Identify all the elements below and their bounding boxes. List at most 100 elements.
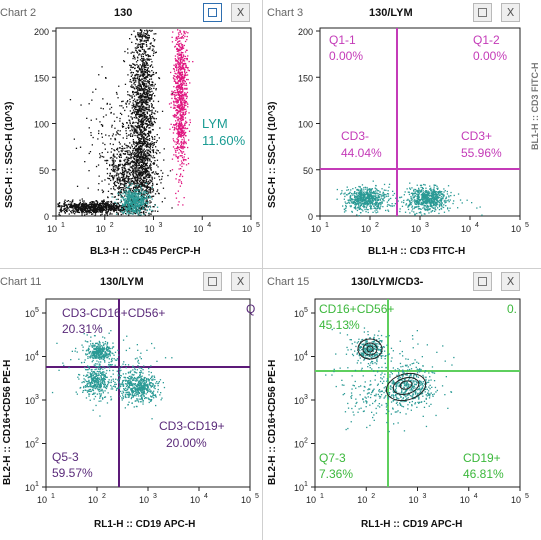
event-dot: [142, 182, 144, 184]
event-dot: [147, 101, 149, 104]
event-dot: [110, 138, 112, 140]
event-dot: [118, 155, 120, 157]
event-dot: [154, 110, 157, 112]
event-dot: [113, 161, 115, 163]
event-dot: [142, 35, 144, 38]
event-dot: [112, 133, 114, 135]
event-dot: [176, 113, 178, 115]
event-dot: [87, 209, 89, 211]
event-dot: [139, 183, 141, 186]
event-dot: [178, 110, 180, 112]
event-dot: [133, 194, 136, 196]
event-dot: [180, 131, 182, 133]
event-dot: [366, 191, 368, 194]
event-dot: [142, 137, 144, 139]
event-dot: [141, 78, 143, 80]
close-button[interactable]: X: [501, 3, 520, 22]
event-dot: [144, 91, 146, 93]
event-dot: [71, 201, 73, 203]
event-dot: [373, 193, 375, 195]
event-dot: [177, 94, 179, 96]
event-dot: [184, 73, 186, 75]
event-dot: [151, 176, 153, 178]
event-dot: [143, 184, 145, 186]
event-dot: [182, 126, 185, 128]
event-dot: [141, 156, 143, 159]
event-dot: [175, 66, 177, 68]
event-dot: [136, 125, 138, 127]
event-dot: [184, 35, 186, 38]
event-dot: [133, 95, 136, 97]
event-dot: [344, 195, 346, 198]
event-dot: [135, 195, 138, 198]
event-dot: [141, 134, 143, 136]
event-dot: [83, 212, 85, 214]
event-dot: [180, 128, 182, 130]
event-dot: [141, 93, 143, 95]
event-dot: [129, 110, 131, 112]
event-dot: [148, 175, 150, 178]
event-dot: [174, 101, 176, 103]
event-dot: [138, 151, 140, 153]
event-dot: [176, 77, 178, 79]
event-dot: [131, 144, 133, 146]
event-dot: [112, 160, 114, 162]
event-dot: [118, 147, 121, 149]
event-dot: [354, 205, 357, 208]
event-dot: [177, 145, 179, 148]
event-dot: [129, 206, 131, 208]
event-dot: [142, 46, 144, 48]
event-dot: [130, 158, 132, 160]
event-dot: [136, 181, 138, 183]
event-dot: [152, 157, 154, 159]
event-dot: [148, 97, 151, 100]
event-dot: [135, 145, 137, 147]
event-dot: [181, 132, 183, 134]
event-dot: [84, 161, 86, 163]
event-dot: [179, 31, 181, 33]
event-dot: [140, 192, 142, 194]
event-dot: [121, 163, 123, 166]
event-dot: [95, 200, 97, 202]
event-dot: [144, 68, 146, 71]
event-dot: [181, 122, 183, 125]
event-dot: [121, 113, 123, 116]
close-button[interactable]: X: [231, 3, 250, 22]
event-dot: [145, 37, 147, 39]
event-dot: [138, 78, 140, 81]
event-dot: [138, 182, 140, 184]
event-dot: [178, 59, 180, 61]
event-dot: [110, 106, 113, 109]
event-dot: [143, 75, 145, 77]
event-dot: [137, 169, 139, 171]
restore-button[interactable]: [473, 3, 492, 22]
event-dot: [150, 125, 152, 127]
event-dot: [143, 208, 145, 210]
event-dot: [148, 191, 150, 193]
chart-panel-3[interactable]: Chart 3 130/LYM X 200 150 100 50 0 10 1 10 2 10 3 1…: [263, 0, 541, 268]
event-dot: [124, 209, 126, 211]
event-dot: [122, 188, 125, 190]
event-dot: [104, 159, 106, 162]
tick-exponent: 1: [61, 222, 65, 229]
event-dot: [100, 205, 102, 207]
restore-button[interactable]: [203, 3, 222, 22]
event-dot: [171, 169, 174, 171]
event-dot: [185, 104, 187, 107]
event-dot: [81, 205, 84, 207]
event-dot: [142, 72, 144, 74]
event-dot: [141, 70, 143, 72]
event-dot: [174, 55, 177, 57]
event-dot: [104, 205, 106, 208]
event-dot: [147, 119, 149, 121]
event-dot: [139, 127, 141, 129]
event-dot: [395, 197, 397, 199]
event-dot: [143, 66, 146, 68]
event-dot: [149, 187, 151, 189]
event-dot: [151, 198, 153, 200]
event-dot: [140, 148, 142, 150]
event-dot: [90, 211, 92, 214]
event-dot: [130, 197, 133, 199]
event-dot: [138, 34, 140, 36]
chart-panel-2[interactable]: Chart 2 130 X 200 150 100 50 0 10 1 10 2 10 3 10 4 10…: [0, 0, 262, 268]
